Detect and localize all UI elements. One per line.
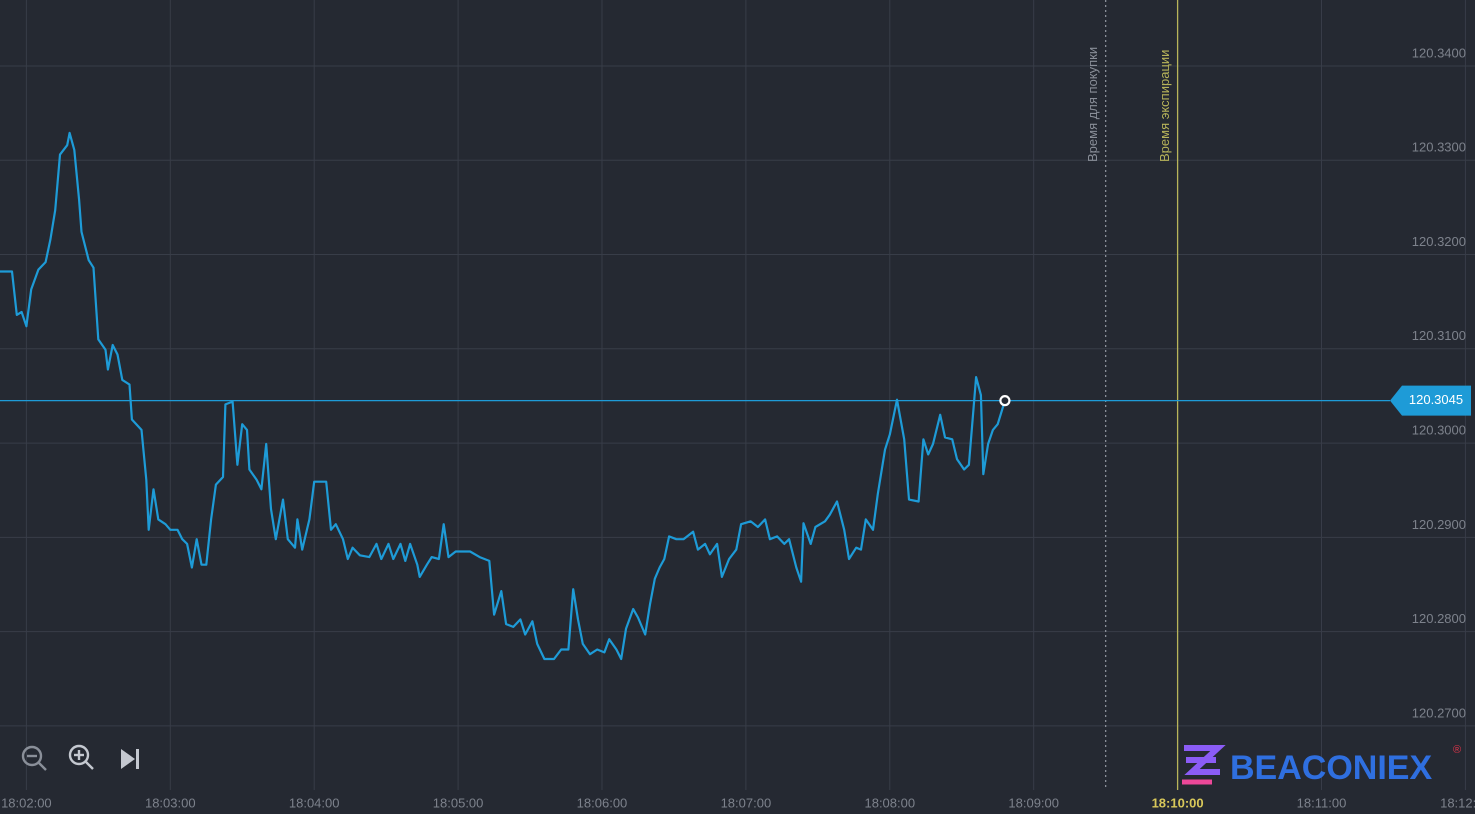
last-point [999, 395, 1011, 407]
logo: BEACONIEX ® [1182, 744, 1461, 787]
x-tick-label: 18:05:00 [433, 795, 484, 810]
zoom-out-ring[interactable] [21, 745, 43, 767]
current-price-label: 120.3045 [1409, 392, 1463, 407]
go-to-end-bar[interactable] [136, 749, 139, 769]
x-tick-label: 18:06:00 [577, 795, 628, 810]
x-tick-label: 18:07:00 [721, 795, 772, 810]
time-marker-label: Время для покупки [1085, 47, 1100, 162]
x-tick-label: 18:02:00 [1, 795, 52, 810]
y-tick-label: 120.3000 [1412, 423, 1466, 438]
zoom-in-handle[interactable] [85, 761, 94, 770]
x-tick-label: 18:11:00 [1297, 795, 1347, 810]
y-tick-label: 120.3200 [1412, 234, 1466, 249]
y-tick-label: 120.2900 [1412, 517, 1466, 532]
go-to-end[interactable] [121, 749, 139, 769]
logo-text: BEACONIEX [1230, 749, 1432, 787]
zoom-in-ring[interactable] [68, 744, 90, 766]
y-tick-label: 120.2700 [1412, 705, 1466, 720]
x-tick-label: 18:04:00 [289, 795, 340, 810]
y-tick-label: 120.3100 [1412, 328, 1466, 343]
x-tick-label: 18:10:00 [1152, 795, 1204, 810]
logo-icon [1184, 745, 1226, 775]
time-marker-label: Время экспирации [1157, 50, 1172, 162]
y-tick-label: 120.2800 [1412, 611, 1466, 626]
x-tick-label: 18:12:00 [1440, 795, 1475, 810]
x-tick-label: 18:03:00 [145, 795, 196, 810]
zoom-out[interactable] [21, 745, 47, 771]
x-tick-label: 18:08:00 [864, 795, 915, 810]
logo-registered: ® [1453, 744, 1461, 756]
y-tick-label: 120.3300 [1412, 140, 1466, 155]
y-tick-label: 120.3400 [1412, 45, 1466, 60]
go-to-end-arrow[interactable] [121, 749, 135, 769]
zoom-out-handle[interactable] [38, 762, 47, 771]
zoom-in[interactable] [68, 744, 94, 770]
current-price-tag [1390, 385, 1471, 416]
x-tick-label: 18:09:00 [1008, 795, 1059, 810]
price-line [0, 131, 1006, 661]
